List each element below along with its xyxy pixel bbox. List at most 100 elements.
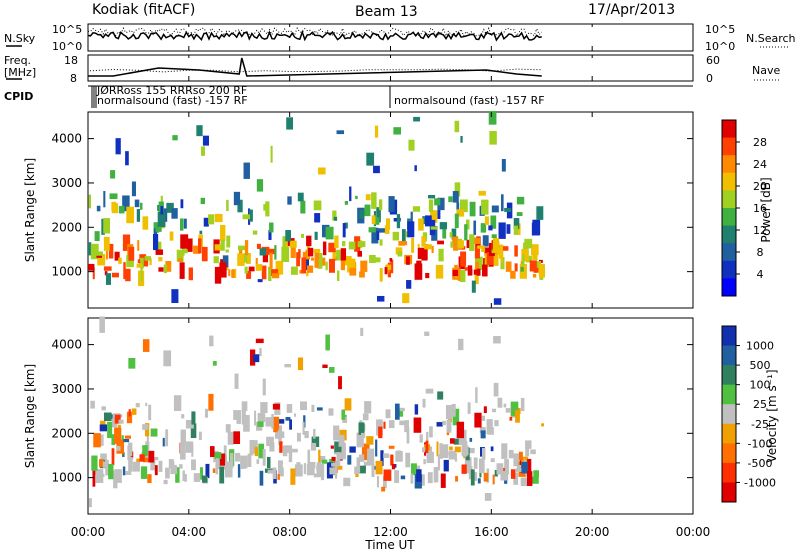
scatter-cell — [402, 293, 410, 304]
scatter-cell — [103, 190, 106, 208]
scatter-cell — [122, 466, 126, 476]
scatter-cell — [285, 416, 291, 421]
scatter-cell — [137, 240, 140, 251]
scatter-cell — [331, 462, 337, 467]
scatter-cell — [193, 473, 201, 482]
scatter-cell — [247, 453, 252, 467]
scatter-cell — [493, 298, 502, 305]
scatter-cell — [473, 237, 481, 245]
scatter-cell — [328, 258, 335, 273]
scatter-cell — [514, 245, 518, 257]
scatter-cell — [508, 449, 514, 459]
scatter-cell — [282, 445, 288, 457]
scatter-cell — [222, 255, 229, 268]
scatter-cell — [349, 186, 352, 202]
scatter-cell — [354, 236, 361, 252]
scatter-cell — [430, 226, 438, 230]
scatter-cell — [472, 472, 478, 481]
scatter-cell — [515, 410, 520, 423]
y-tick-label: 4000 — [51, 132, 82, 146]
scatter-cell — [379, 268, 383, 282]
scatter-cell — [481, 248, 486, 252]
colorbar-tick-label: -25 — [751, 418, 769, 431]
scatter-cell — [454, 453, 458, 462]
scatter-cell — [404, 420, 409, 433]
colorbar-tick-label: 25 — [753, 398, 767, 411]
scatter-cell — [333, 425, 340, 441]
scatter-cell — [329, 467, 337, 475]
scatter-cell — [513, 453, 520, 467]
scatter-cell — [493, 382, 499, 397]
scatter-cell — [254, 410, 257, 426]
scatter-cell — [510, 270, 516, 279]
scatter-cell — [188, 267, 193, 281]
scatter-cell — [154, 465, 158, 476]
scatter-cell — [356, 432, 364, 448]
x-tick-label: 00:00 — [676, 525, 711, 539]
scatter-cell — [343, 477, 351, 487]
scatter-cell — [103, 266, 112, 271]
noise-tick-bottom-left: 10^0 — [52, 40, 82, 53]
scatter-cell — [484, 247, 490, 256]
scatter-cell — [160, 205, 164, 215]
scatter-cell — [300, 401, 308, 411]
scatter-cell — [262, 448, 266, 466]
nsky-trace — [87, 29, 542, 42]
scatter-cell — [301, 233, 305, 238]
colorbar-tick-label: 500 — [750, 359, 771, 372]
scatter-cell — [474, 241, 480, 259]
scatter-cell — [359, 271, 365, 278]
scatter-cell — [180, 442, 186, 460]
scatter-cell — [115, 138, 121, 155]
scatter-cell — [342, 241, 346, 247]
scatter-cell — [182, 249, 188, 254]
scatter-cell — [437, 454, 441, 471]
scatter-cell — [105, 459, 109, 476]
scatter-cell — [330, 445, 335, 449]
scatter-cell — [393, 127, 402, 135]
scatter-cell — [273, 416, 280, 433]
scatter-cell — [290, 266, 298, 275]
scatter-cell — [501, 194, 504, 212]
scatter-cell — [501, 158, 506, 172]
scatter-cell — [322, 241, 327, 256]
scatter-cell — [411, 238, 415, 253]
scatter-cell — [318, 259, 322, 269]
scatter-cell — [311, 436, 320, 447]
scatter-cell — [457, 240, 464, 249]
scatter-cell — [249, 209, 253, 222]
scatter-cell — [410, 463, 417, 476]
scatter-cell — [378, 426, 383, 439]
scatter-cell — [489, 130, 497, 145]
scatter-cell — [116, 445, 121, 451]
scatter-cell — [451, 403, 456, 417]
scatter-cell — [329, 366, 335, 373]
scatter-cell — [445, 405, 453, 420]
scatter-cell — [464, 457, 472, 474]
scatter-cell — [465, 219, 470, 230]
scatter-cell — [425, 272, 430, 279]
scatter-cell — [337, 270, 340, 282]
scatter-cell — [436, 422, 443, 427]
scatter-cell — [505, 261, 512, 272]
scatter-cell — [423, 459, 426, 465]
scatter-cell — [498, 222, 506, 239]
scatter-cell — [311, 462, 315, 469]
scatter-cell — [434, 198, 441, 206]
scatter-cell — [267, 469, 275, 474]
freq-trace — [88, 57, 542, 77]
scatter-cell — [525, 440, 530, 457]
scatter-cell — [180, 429, 186, 446]
scatter-cell — [322, 364, 328, 368]
scatter-cell — [468, 466, 473, 480]
scatter-cell — [155, 241, 162, 255]
scatter-cell — [105, 250, 108, 260]
scatter-cell — [212, 468, 216, 473]
scatter-cell — [252, 230, 258, 235]
scatter-cell — [95, 469, 104, 483]
scatter-cell — [412, 206, 421, 212]
scatter-cell — [259, 470, 264, 486]
scatter-cell — [466, 239, 471, 249]
scatter-cell — [111, 448, 115, 466]
scatter-cell — [173, 464, 177, 472]
